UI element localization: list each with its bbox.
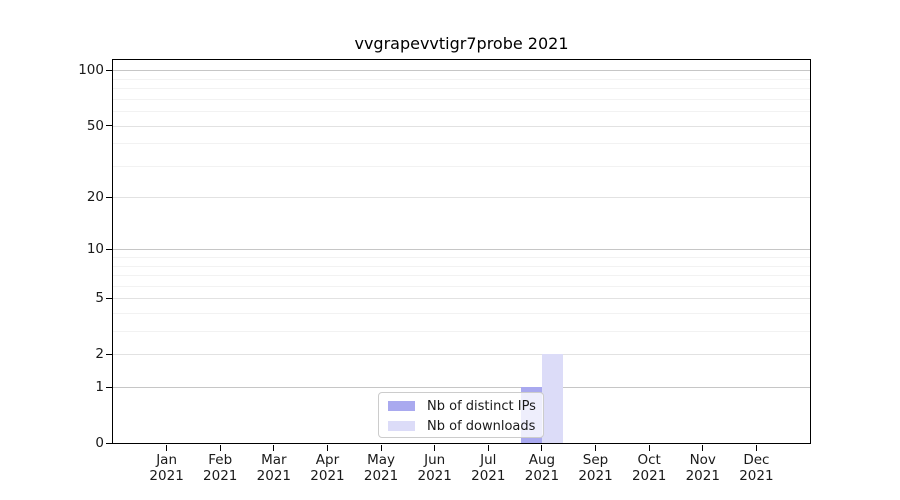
- x-axis-tick: [326, 445, 328, 451]
- legend-label-distinct-ips: Nb of distinct IPs: [427, 398, 536, 414]
- y-axis-tick-label: 0: [95, 435, 104, 451]
- x-label-year: 2021: [631, 468, 667, 484]
- x-axis-tick: [219, 445, 221, 451]
- legend-item-distinct-ips: Nb of distinct IPs: [388, 396, 543, 416]
- x-axis-tick-label: Apr 2021: [300, 452, 354, 484]
- x-axis-tick-label: Jan 2021: [140, 452, 194, 484]
- y-axis-tick-label: 20: [86, 189, 104, 206]
- gridline-minor: [113, 111, 810, 113]
- gridline-minor: [113, 78, 810, 80]
- gridline-major: [113, 354, 810, 356]
- bar-downloads: [541, 354, 563, 443]
- y-axis-tick-label: 5: [95, 290, 104, 307]
- gridline-major: [113, 298, 810, 300]
- x-axis-tick: [648, 445, 650, 451]
- gridline-minor: [113, 313, 810, 315]
- x-label-month: Dec: [743, 452, 770, 468]
- x-label-year: 2021: [578, 468, 613, 484]
- legend-item-downloads: Nb of downloads: [388, 416, 543, 436]
- gridline-minor: [113, 275, 810, 277]
- y-axis-tick-label: 100: [78, 62, 104, 79]
- x-label-month: Oct: [637, 452, 661, 468]
- legend-label-downloads: Nb of downloads: [427, 418, 536, 434]
- gridline-minor: [113, 331, 810, 333]
- x-label-month: Nov: [689, 452, 716, 468]
- x-label-year: 2021: [256, 468, 292, 484]
- x-label-month: May: [367, 452, 396, 468]
- x-axis-tick: [755, 445, 757, 451]
- x-axis-tick-label: Jul 2021: [461, 452, 515, 484]
- x-axis-tick: [166, 445, 168, 451]
- gridline-minor: [113, 98, 810, 100]
- x-label-year: 2021: [310, 468, 345, 484]
- y-axis-tick-label: 10: [86, 241, 104, 258]
- x-label-year: 2021: [685, 468, 720, 484]
- legend-swatch-distinct-ips-icon: [388, 401, 415, 411]
- gridline-major: [113, 249, 810, 251]
- x-axis-tick-label: Mar 2021: [247, 452, 301, 484]
- x-axis-tick-label: Dec 2021: [729, 452, 783, 484]
- x-axis-tick: [380, 445, 382, 451]
- y-axis-tick: [106, 386, 112, 388]
- x-axis-tick: [541, 445, 543, 451]
- gridline-minor: [113, 257, 810, 259]
- gridline-major: [113, 70, 810, 72]
- x-axis-tick: [595, 445, 597, 451]
- y-axis-tick: [106, 297, 112, 299]
- gridline-major: [113, 197, 810, 199]
- x-label-year: 2021: [739, 468, 774, 484]
- x-axis-tick-label: Sep 2021: [569, 452, 623, 484]
- x-label-month: Jan: [156, 452, 178, 468]
- y-axis-tick: [106, 196, 112, 198]
- x-axis-tick: [487, 445, 489, 451]
- x-label-month: Aug: [528, 452, 556, 468]
- y-axis-tick: [106, 69, 112, 71]
- x-label-month: Mar: [261, 452, 287, 468]
- x-label-month: Apr: [315, 452, 340, 468]
- x-label-year: 2021: [203, 468, 238, 484]
- plot-area: Nb of distinct IPs Nb of downloads: [112, 59, 811, 444]
- gridline-major: [113, 125, 810, 127]
- x-label-month: Jun: [424, 452, 446, 468]
- gridline-minor: [113, 265, 810, 267]
- x-axis-tick: [273, 445, 275, 451]
- y-axis-tick: [106, 442, 112, 444]
- x-label-month: Feb: [208, 452, 233, 468]
- gridline-major: [113, 387, 810, 389]
- chart-title: vvgrapevvtigr7probe 2021: [354, 34, 569, 53]
- y-axis-tick-label: 2: [95, 346, 104, 363]
- y-axis-tick: [106, 125, 112, 127]
- y-axis-tick-label: 1: [95, 379, 104, 396]
- gridline-minor: [113, 143, 810, 145]
- x-axis-tick: [434, 445, 436, 451]
- x-axis-tick-label: Nov 2021: [676, 452, 730, 484]
- gridline-minor: [113, 165, 810, 167]
- x-label-month: Sep: [582, 452, 609, 468]
- x-axis-tick: [702, 445, 704, 451]
- x-label-year: 2021: [149, 468, 184, 484]
- x-label-month: Jul: [480, 452, 497, 468]
- x-axis-tick-label: Feb 2021: [193, 452, 247, 484]
- x-label-year: 2021: [417, 468, 452, 484]
- gridline-minor: [113, 285, 810, 287]
- y-axis-tick: [106, 353, 112, 355]
- legend-swatch-downloads-icon: [388, 421, 415, 431]
- x-axis-tick-label: Oct 2021: [622, 452, 676, 484]
- gridline-minor: [113, 88, 810, 90]
- x-label-year: 2021: [524, 468, 560, 484]
- x-axis-tick-label: Aug 2021: [515, 452, 569, 484]
- x-label-year: 2021: [363, 468, 399, 484]
- x-axis-tick-label: Jun 2021: [408, 452, 462, 484]
- x-label-year: 2021: [471, 468, 506, 484]
- y-axis-tick-label: 50: [86, 117, 104, 134]
- legend: Nb of distinct IPs Nb of downloads: [378, 392, 544, 438]
- y-axis-tick: [106, 248, 112, 250]
- x-axis-tick-label: May 2021: [354, 452, 408, 484]
